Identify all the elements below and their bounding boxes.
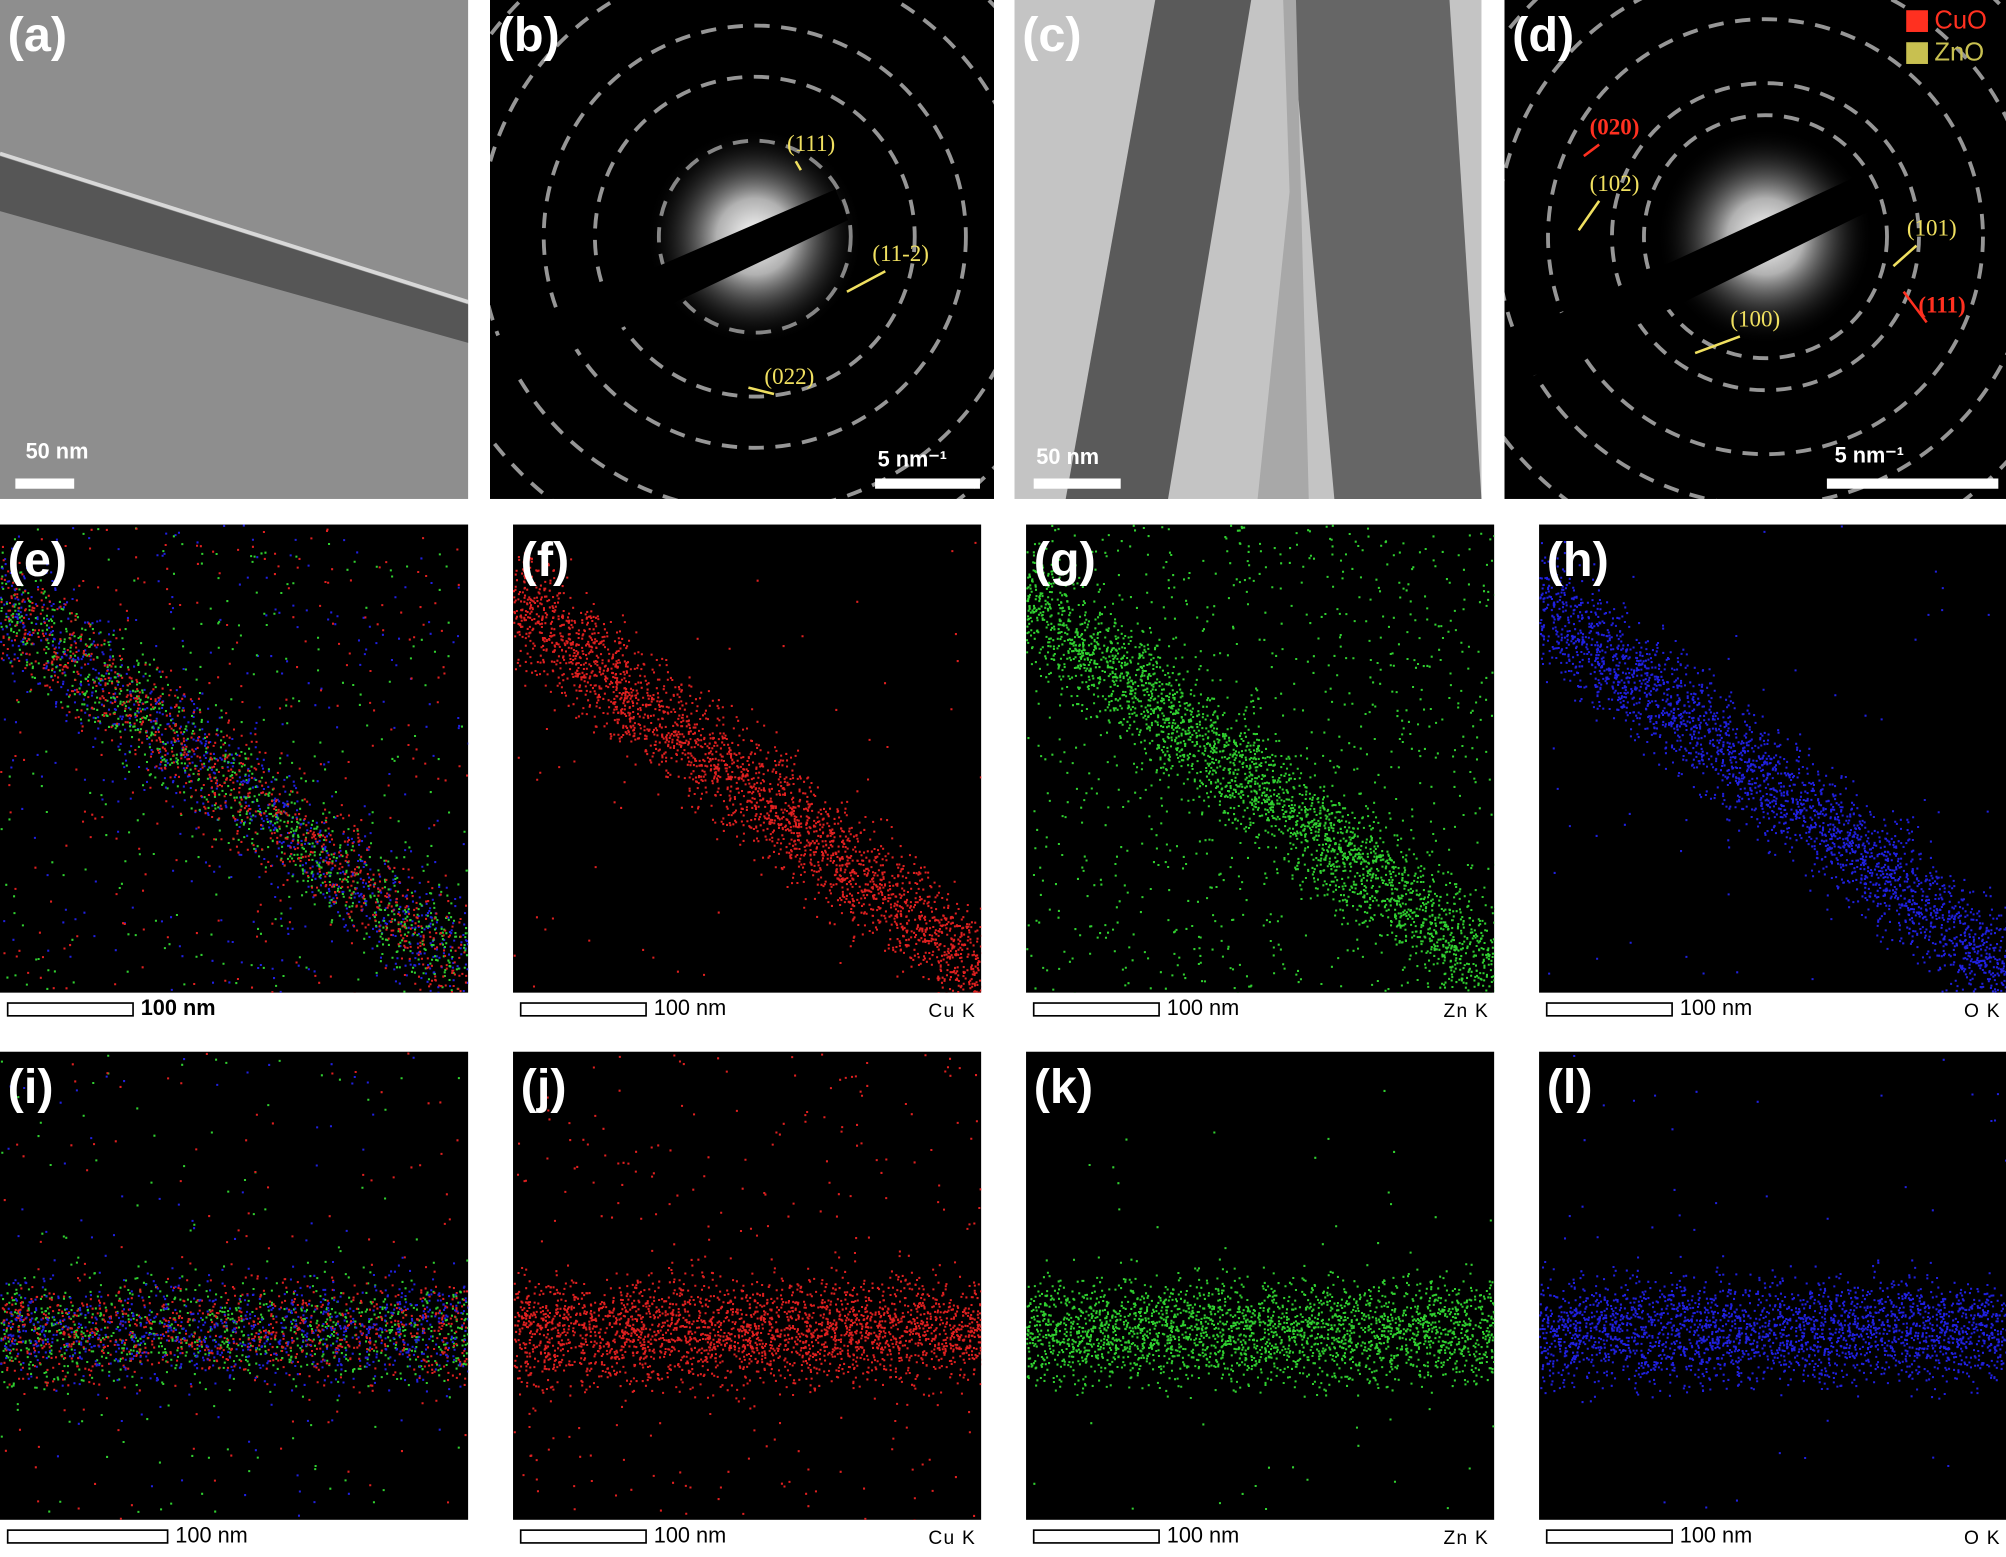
annotation-leader [1902,290,1928,324]
nanofiber [0,156,469,343]
element-label: O K [1964,1001,2001,1022]
scale-bar [1545,1529,1673,1544]
panel-label: (g) [1034,533,1096,587]
scale-bar-label: 100 nm [1680,1522,1752,1547]
panel-label: (f) [521,533,570,587]
diffraction-ring [1642,113,1889,361]
eds-map [513,524,982,993]
annotation: (111) [1918,291,1965,317]
scale-bar [6,1002,134,1017]
diffraction-ring [1546,17,1985,457]
scale-bar-label: 100 nm [141,995,216,1020]
scale-bar-label: 100 nm [654,995,726,1020]
eds-map [1026,1051,1495,1520]
scale-bar-label: 100 nm [175,1522,247,1547]
legend-swatch [1906,10,1928,32]
legend-label: ZnO [1934,38,1984,66]
annotation-leader [846,270,886,293]
scale-bar [519,1529,647,1544]
annotation-leader [1583,143,1600,158]
annotation-leader [1577,200,1601,232]
panel [0,0,469,499]
annotation: (022) [764,363,814,389]
eds-map [513,1051,982,1520]
panel [1026,1051,1495,1520]
annotation: (101) [1907,215,1957,241]
scale-bar [1826,478,1999,489]
panel [1026,524,1495,993]
scale-bar [875,478,980,489]
eds-map [0,1051,469,1520]
annotation: (111) [787,130,835,156]
scale-bar-label: 100 nm [1167,1522,1239,1547]
beam-stop [1504,176,1870,391]
nanofiber [1065,0,1252,499]
beam-stop [489,189,849,391]
panel-label: (d) [1512,8,1574,62]
annotation-leader [1694,335,1741,355]
panel-label: (c) [1022,8,1081,62]
element-label: Zn K [1444,1528,1490,1549]
panel [1539,524,2006,993]
panel-label: (k) [1034,1060,1093,1114]
panel [0,524,469,993]
panel-label: (b) [498,8,560,62]
scale-bar-label: 5 nm⁻¹ [1835,442,1904,467]
eds-map [1539,1051,2006,1520]
panel [489,0,995,499]
annotation: (020) [1590,113,1640,139]
diffraction-ring [541,23,968,450]
scale-bar [1545,1002,1673,1017]
annotation-leader [1892,244,1918,268]
panel [513,524,982,993]
annotation-leader [748,386,775,396]
nanofiber [1289,0,1482,499]
eds-dots [0,527,469,993]
scale-bar [1032,1002,1160,1017]
panel [1539,1051,2006,1520]
legend-swatch [1906,42,1928,64]
scale-bar-label: 100 nm [1680,995,1752,1020]
panel [1014,0,1482,499]
element-label: O K [1964,1528,2001,1549]
panel-label: (l) [1547,1060,1593,1114]
annotation: (102) [1590,170,1640,196]
scale-bar [519,1002,647,1017]
fiber-edge [0,151,469,304]
annotation: (100) [1730,305,1780,331]
panel-label: (e) [8,533,67,587]
scale-bar [6,1529,169,1544]
scale-bar-label: 50 nm [26,439,89,464]
annotation-leader [794,160,802,171]
scale-bar [1033,478,1121,489]
scale-bar-label: 100 nm [654,1522,726,1547]
panel-label: (i) [8,1060,54,1114]
element-label: Cu K [928,1001,976,1022]
panel [1504,0,2006,499]
scale-bar [15,478,75,489]
panel [0,1051,469,1520]
panel-label: (a) [8,8,67,62]
panel-label: (j) [521,1060,567,1114]
support-film [1257,0,1309,499]
diffraction-ring [592,74,917,399]
scale-bar [1032,1529,1160,1544]
element-label: Zn K [1444,1001,1490,1022]
scale-bar-label: 100 nm [1167,995,1239,1020]
annotation: (11-2) [872,240,929,266]
panel-label: (h) [1547,533,1609,587]
scale-bar-label: 50 nm [1036,444,1099,469]
legend-label: CuO [1934,6,1987,34]
diffraction-ring [1610,81,1921,393]
panel [513,1051,982,1520]
eds-dots [0,1056,469,1517]
element-label: Cu K [928,1528,976,1549]
scale-bar-label: 5 nm⁻¹ [878,446,947,471]
